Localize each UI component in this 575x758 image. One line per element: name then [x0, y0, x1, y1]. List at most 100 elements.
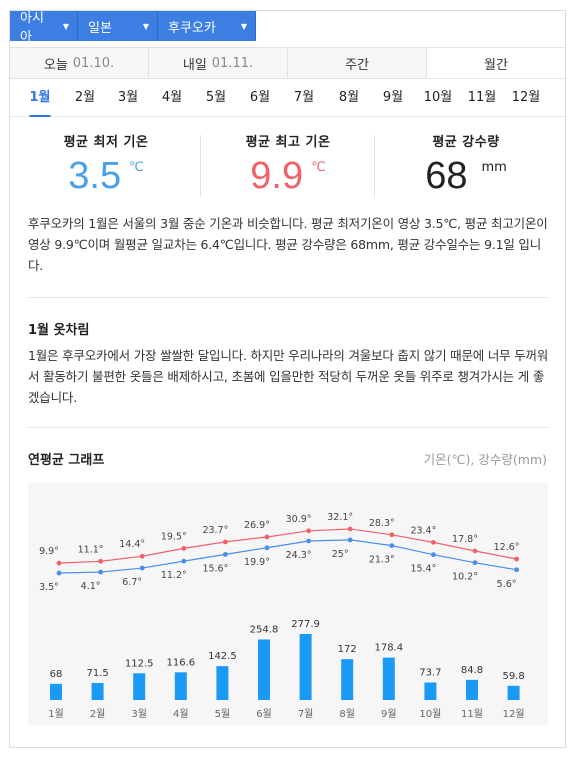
tab-month-8[interactable]: 8월	[338, 90, 360, 105]
monthly-description: 후쿠오카의 1월은 서울의 3월 중순 기온과 비슷합니다. 평균 최저기온이 …	[28, 216, 548, 273]
divider	[374, 135, 375, 197]
max-temp-point-12	[514, 556, 519, 562]
max-temp-point-9	[389, 532, 395, 538]
tab-date: 01.10.	[72, 55, 115, 71]
max-temp-point-6	[264, 534, 270, 540]
stat-value: 3.5	[68, 155, 122, 197]
min-temp-label-10: 15.4°	[410, 564, 436, 575]
tab-month-1[interactable]: 1월	[29, 81, 51, 117]
graph-title: 연평균 그래프	[28, 453, 105, 468]
divider	[200, 135, 201, 197]
stat-unit: mm	[481, 160, 507, 175]
rain-bar-8	[341, 659, 354, 700]
min-temp-label-3: 6.7°	[122, 577, 142, 588]
tab-month-3[interactable]: 3월	[117, 90, 139, 105]
max-temp-point-2	[98, 558, 103, 564]
max-temp-label-4: 19.5°	[161, 531, 187, 542]
max-temp-label-12: 12.6°	[494, 542, 520, 553]
tab-label: 월간	[484, 57, 508, 73]
tab-month-10[interactable]: 10월	[423, 90, 453, 105]
min-temp-label-12: 5.6°	[497, 579, 517, 590]
rain-label-9: 178.4	[374, 643, 403, 654]
tab-today[interactable]: 오늘 01.10.	[10, 48, 149, 78]
min-temp-label-1: 3.5°	[39, 582, 59, 593]
min-temp-label-6: 19.9°	[244, 557, 270, 568]
tab-label: 내일	[182, 57, 207, 73]
yearly-chart: 9.9° 11.1° 14.4° 19.5° 23.7° 26.9° 30.9° 32.1° 2…	[28, 483, 548, 725]
period-tabs: 오늘 01.10. 내일 01.11. 주간 월간	[10, 47, 565, 79]
tab-monthly[interactable]: 월간	[427, 48, 565, 78]
min-temp-point-9	[389, 543, 395, 548]
tab-month-2[interactable]: 2월	[74, 90, 96, 105]
breadcrumb-label: 아시아	[20, 11, 44, 45]
x-tick-label-8: 8월	[339, 708, 355, 720]
stat-unit: ℃	[311, 160, 326, 175]
monthly-weather-panel: 아시아 ▼ 일본 ▼ 후쿠오카 ▼ 오늘 01.10. 내일 01.11. 주간…	[9, 10, 566, 748]
stat-label: 평균 최고 기온	[245, 135, 331, 150]
section-divider	[28, 297, 548, 298]
min-temp-label-7: 24.3°	[286, 550, 312, 561]
min-temp-point-12	[514, 567, 519, 573]
section-divider	[28, 427, 548, 428]
rain-bar-10	[424, 682, 437, 700]
rain-label-7: 277.9	[291, 619, 320, 630]
tab-tomorrow[interactable]: 내일 01.11.	[149, 48, 288, 78]
min-temp-point-3	[139, 565, 145, 571]
tab-month-11[interactable]: 11월	[467, 90, 497, 105]
min-temp-point-11	[472, 560, 478, 566]
x-tick-label-9: 9월	[381, 708, 397, 720]
chart-svg: 9.9° 11.1° 14.4° 19.5° 23.7° 26.9° 30.9° 32.1° 2…	[39, 512, 525, 720]
x-tick-label-6: 6월	[256, 708, 272, 720]
min-temp-point-8	[347, 537, 353, 543]
tab-month-12[interactable]: 12월	[511, 90, 541, 105]
tab-month-5[interactable]: 5월	[205, 90, 227, 105]
x-tick-label-4: 4월	[173, 708, 189, 720]
max-temp-label-1: 9.9°	[39, 546, 59, 557]
tab-month-6[interactable]: 6월	[249, 90, 271, 105]
breadcrumb-label: 후쿠오카	[168, 20, 216, 36]
min-temp-point-5	[223, 551, 228, 557]
max-temp-label-2: 11.1°	[78, 544, 104, 555]
tab-label: 주간	[345, 57, 369, 73]
max-temp-label-10: 23.4°	[410, 525, 436, 536]
rain-label-12: 59.8	[502, 671, 524, 682]
x-tick-label-5: 5월	[215, 708, 231, 720]
x-tick-label-10: 10월	[419, 708, 441, 720]
tab-month-7[interactable]: 7월	[293, 90, 315, 105]
breadcrumb-label: 일본	[88, 20, 112, 36]
tab-month-9[interactable]: 9월	[382, 90, 404, 105]
max-temp-point-4	[181, 545, 187, 551]
x-tick-label-1: 1월	[48, 708, 64, 720]
rain-bar-1	[50, 683, 62, 700]
max-temp-line	[58, 528, 517, 564]
min-temp-label-2: 4.1°	[81, 581, 101, 592]
breadcrumb-continent[interactable]: 아시아 ▼	[10, 11, 78, 45]
rain-label-8: 172	[338, 644, 357, 655]
x-tick-label-7: 7월	[298, 708, 314, 720]
min-temp-point-7	[306, 538, 311, 544]
min-temp-line	[58, 539, 517, 574]
max-temp-label-9: 28.3°	[369, 518, 395, 529]
min-temp-label-5: 15.6°	[202, 563, 228, 574]
monthly-summary: 평균 최저 기온 3.5 ℃ 평균 최고 기온 9.9 ℃ 평균 강수량 68 …	[10, 131, 565, 207]
breadcrumb-country[interactable]: 일본 ▼	[78, 11, 158, 41]
rain-label-1: 68	[50, 669, 63, 680]
max-temp-point-11	[472, 548, 478, 554]
breadcrumb-city[interactable]: 후쿠오카 ▼	[158, 11, 256, 41]
min-temp-point-10	[431, 552, 436, 558]
clothing-title: 1월 옷차림	[28, 323, 90, 338]
max-temp-label-8: 32.1°	[327, 512, 353, 523]
min-temp-point-1	[56, 570, 62, 576]
max-temp-label-3: 14.4°	[119, 539, 145, 550]
rain-bar-12	[507, 685, 520, 700]
rain-label-5: 142.5	[208, 651, 237, 662]
rain-bar-7	[299, 633, 312, 700]
max-temp-point-1	[56, 560, 62, 566]
min-temp-label-4: 11.2°	[161, 570, 187, 581]
tab-weekly[interactable]: 주간	[288, 48, 427, 78]
rain-bar-11	[466, 679, 478, 700]
rain-bar-6	[258, 639, 270, 700]
x-tick-label-2: 2월	[90, 708, 106, 720]
tab-month-4[interactable]: 4월	[161, 90, 183, 105]
min-temp-point-6	[264, 545, 270, 551]
